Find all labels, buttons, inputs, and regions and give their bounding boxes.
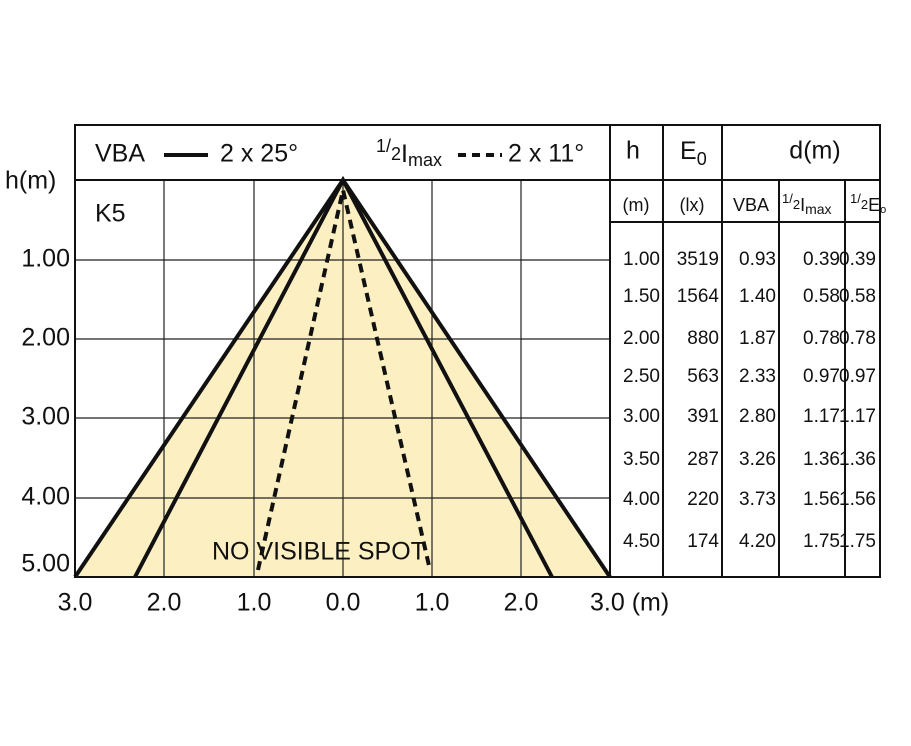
d-tick-label: 0.0 <box>326 589 361 617</box>
h-tick-label: 3.00 <box>21 403 70 431</box>
table-cell: 3519 <box>677 249 719 270</box>
header-e0: E0 <box>680 137 707 169</box>
table-cell: 3.26 <box>739 449 776 470</box>
table-cell: 1.75 <box>803 531 840 552</box>
table-cell: 1.56 <box>803 489 840 510</box>
fraction-num: 1 <box>376 136 386 156</box>
header-h: h <box>626 137 640 165</box>
note: NO VISIBLE SPOT <box>212 538 426 566</box>
symbol: E <box>680 137 697 165</box>
table-cell: 1564 <box>677 286 720 307</box>
subheader: 1/2Eo <box>850 191 886 215</box>
d-tick-label: 2.0 <box>147 589 182 617</box>
d-tick-label: 3.0 <box>58 589 93 617</box>
symbol: I <box>800 195 805 215</box>
table-cell: 1.17 <box>839 406 876 427</box>
h-tick-label: 5.00 <box>21 550 70 578</box>
fraction-den: 2 <box>861 197 868 212</box>
fraction-num: 1 <box>850 191 857 206</box>
d-tick-label: 2.0 <box>504 589 539 617</box>
table-cell: 0.39 <box>803 249 840 270</box>
model-label: K5 <box>95 200 126 228</box>
legend-label: 1/2Imax <box>376 136 442 170</box>
table-cell: 1.87 <box>739 328 776 349</box>
d-tick-label: 3.0 (m) <box>590 589 669 617</box>
d-tick-label: 1.0 <box>415 589 450 617</box>
table-cell: 2.50 <box>623 366 660 387</box>
subscript: max <box>805 201 831 217</box>
subheader: VBA <box>733 195 769 215</box>
table-cell: 1.00 <box>623 249 660 270</box>
table-cell: 0.78 <box>803 328 840 349</box>
subheader: (lx) <box>680 195 705 215</box>
table-cell: 391 <box>687 406 719 427</box>
symbol: I <box>401 140 408 168</box>
half-imax-cone <box>256 189 432 571</box>
fraction-slash: / <box>857 191 861 206</box>
table-cell: 2.80 <box>739 406 776 427</box>
table-cell: 0.97 <box>803 366 840 387</box>
subscript: o <box>880 204 886 216</box>
table-cell: 0.93 <box>739 249 776 270</box>
table-cell: 1.36 <box>839 449 876 470</box>
subscript: max <box>408 150 442 170</box>
h-axis-label: h(m) <box>5 167 56 195</box>
frame <box>74 124 881 578</box>
h-tick-label: 2.00 <box>21 324 70 352</box>
table-cell: 1.75 <box>839 531 876 552</box>
table-cell: 0.97 <box>839 366 876 387</box>
table-cell: 4.20 <box>739 531 776 552</box>
table-cell: 1.17 <box>803 406 840 427</box>
table-cell: 1.40 <box>739 286 776 307</box>
table-cell: 880 <box>687 328 719 349</box>
table-cell: 2.33 <box>739 366 776 387</box>
fraction-slash: / <box>386 136 391 156</box>
grid <box>75 180 610 577</box>
legend-label: VBA <box>95 140 145 168</box>
subheader: 1/2Imax <box>782 191 832 216</box>
table-cell: 0.39 <box>839 249 876 270</box>
table-cell: 1.56 <box>839 489 876 510</box>
h-tick-label: 4.00 <box>21 483 70 511</box>
table-cell: 0.58 <box>803 286 840 307</box>
d-tick-label: 1.0 <box>237 589 272 617</box>
table-cell: 563 <box>687 366 719 387</box>
fraction-den: 2 <box>793 197 800 212</box>
header-d: d(m) <box>789 137 840 165</box>
fraction-den: 2 <box>391 144 401 164</box>
table-cell: 174 <box>687 531 719 552</box>
subscript: 0 <box>697 149 707 169</box>
table-cell: 2.00 <box>623 328 660 349</box>
table-cell: 4.00 <box>623 489 660 510</box>
h-tick-label: 1.00 <box>21 245 70 273</box>
table-cell: 220 <box>687 489 719 510</box>
legend-angle: 2 x 25° <box>220 140 298 168</box>
table-cell: 0.58 <box>839 286 876 307</box>
table-cell: 1.36 <box>803 449 840 470</box>
table-cell: 0.78 <box>839 328 876 349</box>
table-cell: 1.50 <box>623 286 660 307</box>
table-cell: 3.50 <box>623 449 660 470</box>
table-cell: 3.00 <box>623 406 660 427</box>
symbol: E <box>868 195 880 215</box>
fraction-num: 1 <box>782 191 789 206</box>
fraction-slash: / <box>789 191 793 206</box>
subheader: (m) <box>623 195 650 215</box>
table-cell: 3.73 <box>739 489 776 510</box>
table-cell: 4.50 <box>623 531 660 552</box>
table-cell: 287 <box>687 449 719 470</box>
legend-angle: 2 x 11° <box>508 140 584 168</box>
